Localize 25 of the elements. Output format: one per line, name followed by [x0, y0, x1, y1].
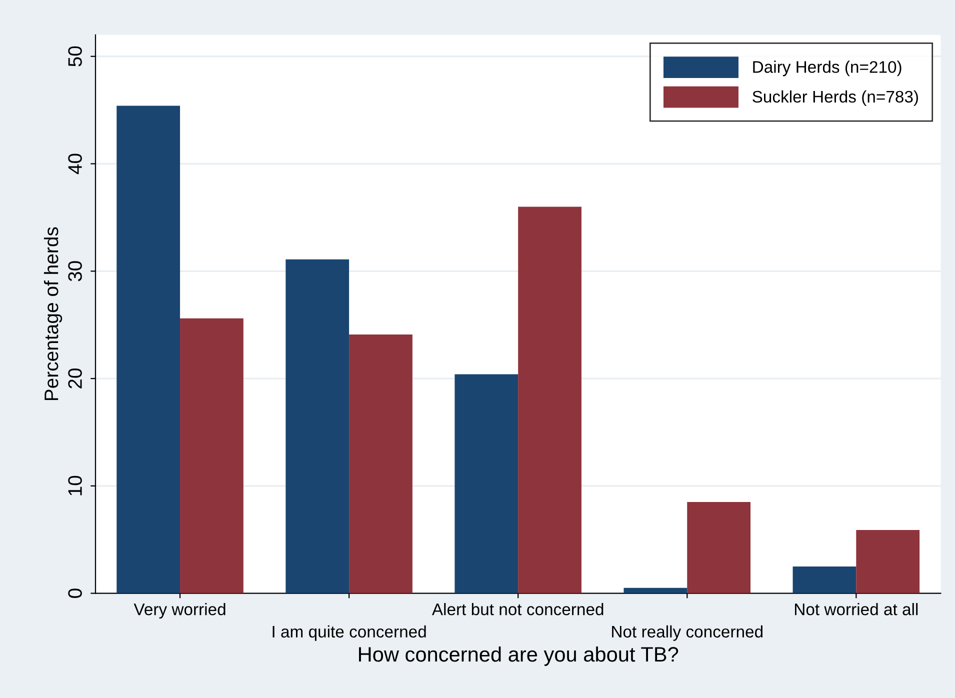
x-tick-label: Not worried at all — [795, 603, 918, 616]
y-tick-label: 40 — [68, 154, 82, 174]
bar — [856, 530, 920, 594]
x-tick-label: Very worried — [134, 603, 226, 619]
legend-label: Suckler Herds (n=783) — [752, 90, 918, 106]
bar — [624, 588, 688, 594]
bar — [518, 206, 582, 594]
y-tick-label: 50 — [68, 46, 82, 66]
bar — [792, 566, 856, 594]
x-axis-title: How concerned are you about TB? — [359, 646, 678, 666]
x-tick-label: Not really concerned — [612, 625, 762, 641]
bar — [454, 374, 518, 594]
x-tick-label: I am quite concerned — [272, 625, 426, 641]
y-axis-title: Percentage of herds — [44, 227, 62, 400]
legend-label: Dairy Herds (n=210) — [753, 60, 902, 76]
y-tick-label: 10 — [68, 476, 82, 496]
y-tick-label: 30 — [68, 261, 82, 282]
bar — [349, 334, 412, 594]
bar — [116, 106, 180, 594]
bar — [687, 502, 751, 594]
bar — [286, 259, 350, 594]
y-tick-label: 20 — [68, 368, 82, 388]
bar — [180, 318, 244, 594]
x-tick-label: Alert but not concerned — [432, 603, 604, 616]
y-tick-label: 0 — [68, 588, 82, 598]
